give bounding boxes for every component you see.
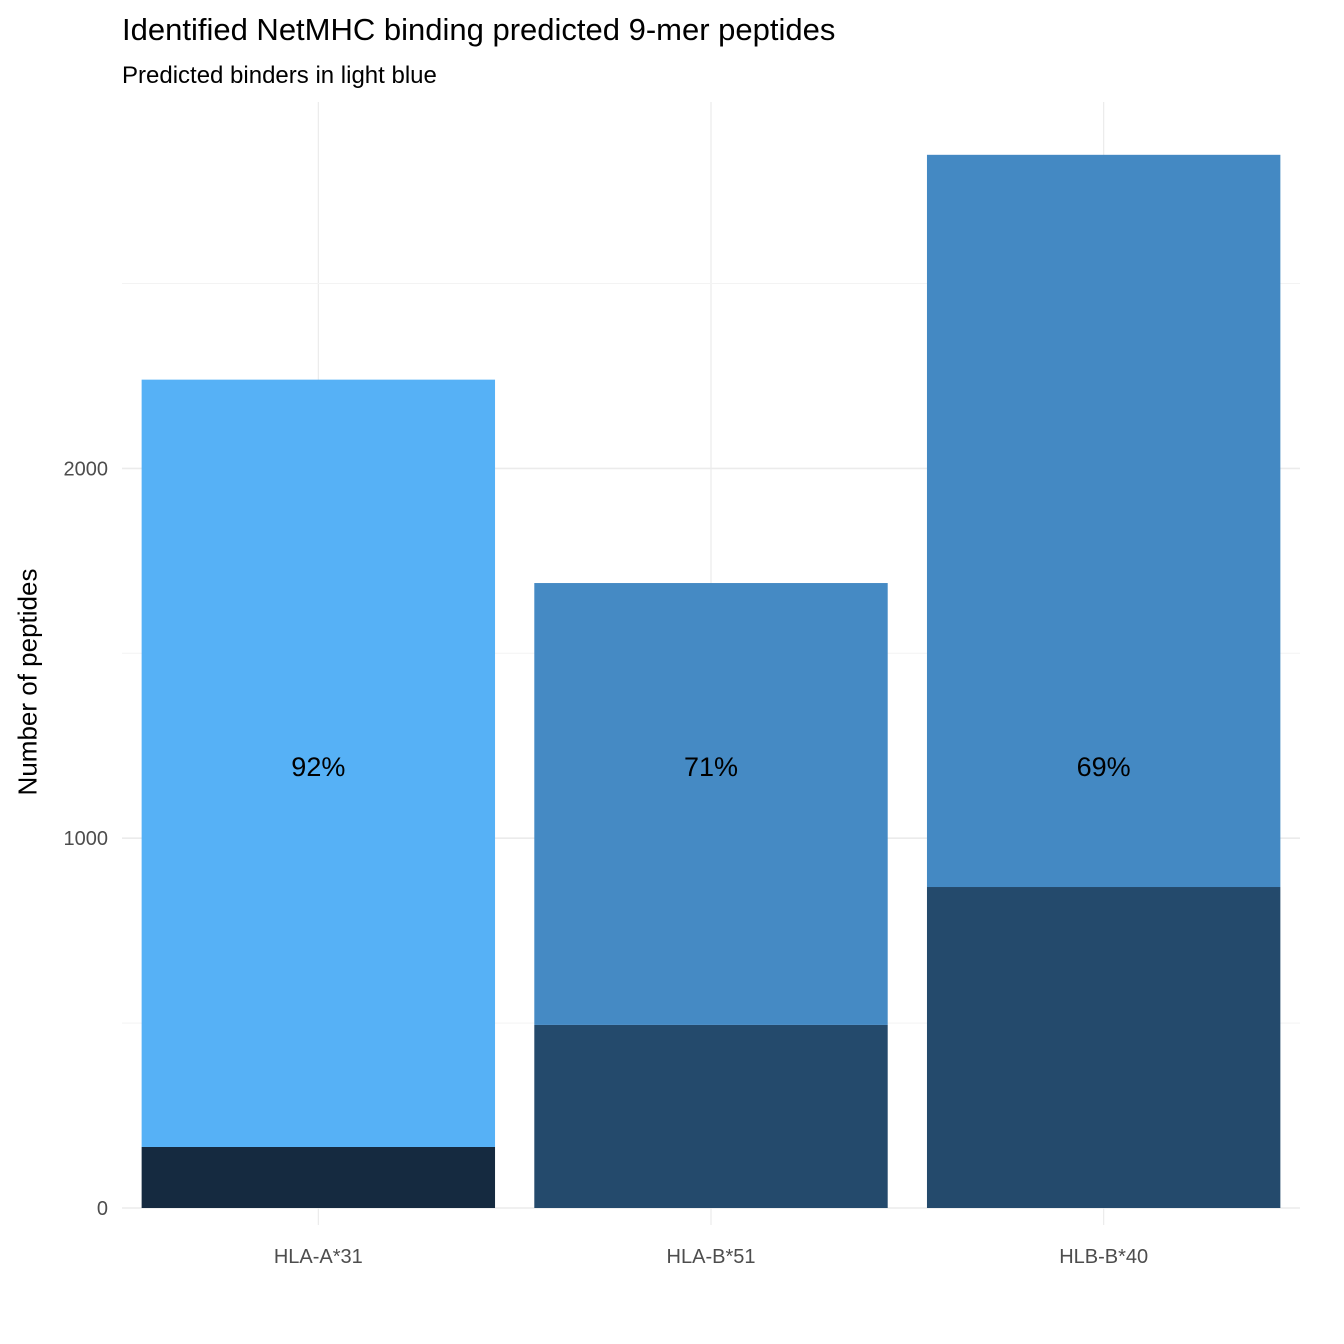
bar-percent-label: 69%	[1077, 752, 1131, 782]
y-tick-label: 2000	[64, 458, 109, 480]
bar-top-2	[926, 154, 1281, 888]
chart-subtitle: Predicted binders in light blue	[122, 62, 437, 89]
x-tick-label: HLB-B*40	[1059, 1246, 1148, 1268]
bar-bottom-0	[141, 1146, 496, 1208]
bar-top-0	[141, 379, 496, 1147]
x-tick-label: HLA-A*31	[274, 1246, 363, 1268]
bar-percent-label: 71%	[684, 752, 738, 782]
bar-labels: 92% 71% 69%	[291, 752, 1130, 782]
x-tick-label: HLA-B*51	[667, 1246, 756, 1268]
y-tick-label: 0	[97, 1198, 108, 1220]
bar-percent-label: 92%	[291, 752, 345, 782]
bar-bottom-1	[534, 1024, 888, 1208]
axis-ticks: 0 1000 2000 HLA-A*31 HLA-B*51 HLB-B*40	[64, 458, 1149, 1268]
chart-title: Identified NetMHC binding predicted 9-me…	[122, 12, 836, 47]
y-tick-label: 1000	[64, 828, 109, 850]
bar-top-1	[534, 583, 888, 1025]
bars	[141, 154, 1281, 1208]
bar-bottom-2	[926, 887, 1281, 1208]
